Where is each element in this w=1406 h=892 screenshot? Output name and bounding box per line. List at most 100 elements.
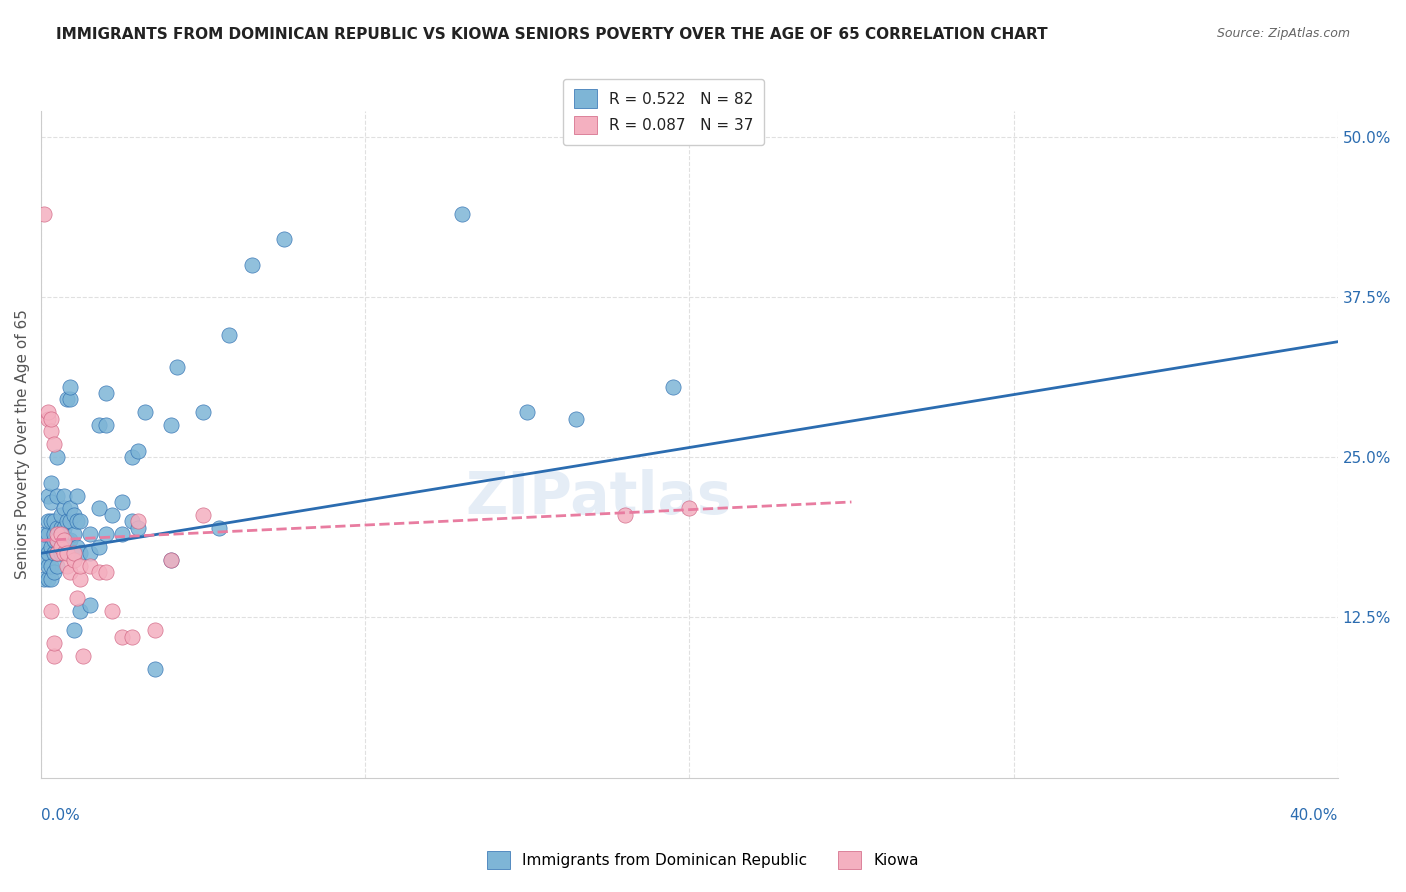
Point <box>273 232 295 246</box>
Point <box>49 508 72 522</box>
Point <box>52 540 75 554</box>
Point <box>46 489 69 503</box>
Point <box>39 495 62 509</box>
Point <box>37 489 59 503</box>
Point <box>121 630 143 644</box>
Point <box>56 514 79 528</box>
Point <box>79 559 101 574</box>
Point <box>42 546 65 560</box>
Legend: Immigrants from Dominican Republic, Kiowa: Immigrants from Dominican Republic, Kiow… <box>481 845 925 875</box>
Point <box>79 546 101 560</box>
Point <box>39 514 62 528</box>
Point <box>111 630 134 644</box>
Point <box>127 443 149 458</box>
Point <box>121 450 143 464</box>
Point <box>240 258 263 272</box>
Text: 40.0%: 40.0% <box>1289 807 1337 822</box>
Point <box>59 533 82 548</box>
Point <box>49 540 72 554</box>
Point <box>49 520 72 534</box>
Point <box>127 520 149 534</box>
Point <box>59 566 82 580</box>
Point <box>66 540 89 554</box>
Point <box>94 386 117 401</box>
Point <box>111 527 134 541</box>
Point <box>166 360 188 375</box>
Point <box>62 552 84 566</box>
Point <box>193 405 215 419</box>
Point <box>52 520 75 534</box>
Point <box>42 527 65 541</box>
Point <box>678 501 700 516</box>
Point <box>56 546 79 560</box>
Point <box>94 566 117 580</box>
Point <box>159 552 181 566</box>
Point <box>42 514 65 528</box>
Point <box>62 546 84 560</box>
Point <box>59 392 82 407</box>
Point <box>69 514 91 528</box>
Point <box>46 546 69 560</box>
Text: 0.0%: 0.0% <box>41 807 80 822</box>
Point <box>49 527 72 541</box>
Point <box>94 418 117 433</box>
Point <box>111 495 134 509</box>
Point <box>66 514 89 528</box>
Point <box>37 546 59 560</box>
Point <box>94 527 117 541</box>
Point <box>79 598 101 612</box>
Point <box>34 206 56 220</box>
Point <box>56 392 79 407</box>
Point <box>46 527 69 541</box>
Point <box>516 405 538 419</box>
Point <box>37 527 59 541</box>
Point <box>46 533 69 548</box>
Point <box>613 508 636 522</box>
Text: Source: ZipAtlas.com: Source: ZipAtlas.com <box>1216 27 1350 40</box>
Point <box>56 559 79 574</box>
Point <box>159 418 181 433</box>
Point <box>66 591 89 606</box>
Point <box>59 514 82 528</box>
Point <box>101 508 124 522</box>
Point <box>49 546 72 560</box>
Point <box>39 425 62 439</box>
Point <box>89 566 111 580</box>
Point <box>52 489 75 503</box>
Point <box>39 411 62 425</box>
Point <box>37 514 59 528</box>
Point <box>66 489 89 503</box>
Point <box>69 559 91 574</box>
Point <box>89 418 111 433</box>
Point <box>72 648 94 663</box>
Y-axis label: Seniors Poverty Over the Age of 65: Seniors Poverty Over the Age of 65 <box>15 310 30 579</box>
Point <box>37 411 59 425</box>
Point <box>662 379 685 393</box>
Point <box>34 540 56 554</box>
Point <box>46 450 69 464</box>
Point <box>62 508 84 522</box>
Point <box>79 527 101 541</box>
Point <box>59 501 82 516</box>
Point <box>143 623 166 637</box>
Point <box>49 533 72 548</box>
Point <box>69 546 91 560</box>
Point <box>34 572 56 586</box>
Point <box>159 552 181 566</box>
Point <box>46 546 69 560</box>
Point <box>39 559 62 574</box>
Point <box>121 514 143 528</box>
Text: ZIPatlas: ZIPatlas <box>465 469 733 526</box>
Point <box>62 623 84 637</box>
Point <box>89 501 111 516</box>
Point <box>143 662 166 676</box>
Point <box>218 328 240 343</box>
Legend: R = 0.522   N = 82, R = 0.087   N = 37: R = 0.522 N = 82, R = 0.087 N = 37 <box>562 78 763 145</box>
Point <box>39 604 62 618</box>
Point <box>101 604 124 618</box>
Point <box>127 514 149 528</box>
Point <box>39 572 62 586</box>
Point <box>52 533 75 548</box>
Point <box>451 206 474 220</box>
Point <box>37 559 59 574</box>
